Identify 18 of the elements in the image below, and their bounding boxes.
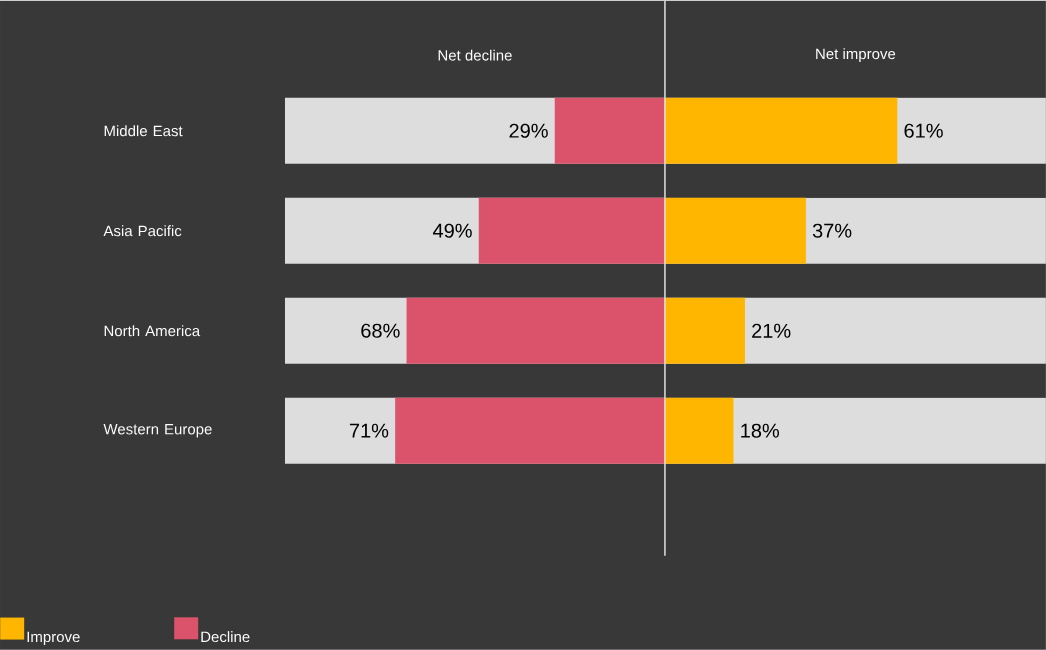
data-label: 29%	[509, 123, 548, 138]
legend-label: Improve	[27, 631, 80, 646]
y-tick-label: North America	[104, 325, 201, 337]
data-label: 21%	[752, 323, 791, 338]
bar	[664, 397, 734, 464]
legend-label: Decline	[201, 631, 250, 643]
bar	[664, 297, 745, 364]
data-label: 68%	[361, 323, 400, 338]
text: Net improve	[816, 48, 896, 63]
data-label: 37%	[812, 223, 852, 238]
chart-title: Net decline	[438, 49, 512, 61]
data-label: 49%	[432, 223, 472, 238]
data-label: 61%	[904, 123, 943, 138]
y-tick-label: Middle East	[104, 125, 183, 137]
y-tick-label: Western Europe	[103, 424, 212, 438]
y-tick-label: Asia Pacific	[103, 225, 182, 237]
data-label: 71%	[349, 423, 389, 438]
data-label: 18%	[741, 423, 780, 438]
